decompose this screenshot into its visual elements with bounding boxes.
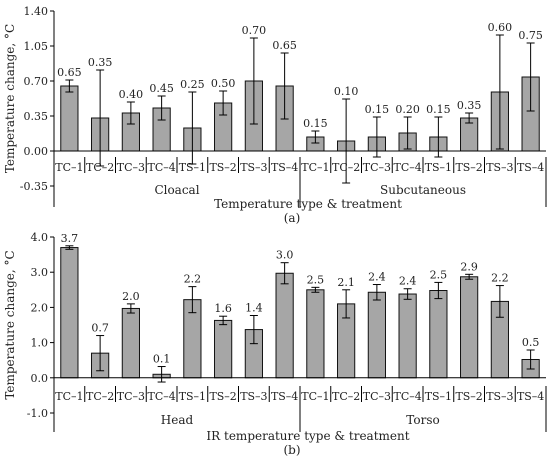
value-label: 0.5	[522, 336, 540, 349]
value-label: 0.40	[119, 88, 144, 101]
value-label: 0.60	[488, 21, 513, 34]
category-label: TC–1	[55, 390, 83, 403]
y-tick-label: 4.0	[31, 231, 49, 244]
value-label: 2.9	[460, 260, 478, 273]
value-label: 3.0	[276, 249, 294, 262]
value-label: 0.15	[426, 103, 451, 116]
value-label: 0.70	[242, 24, 267, 37]
y-tick-label: 0.70	[24, 75, 49, 88]
category-label: TS–2	[209, 161, 236, 174]
category-label: TS–1	[179, 390, 206, 403]
value-label: 0.45	[149, 82, 174, 95]
y-tick-label: 0.00	[24, 145, 49, 158]
category-label: TS–1	[425, 390, 452, 403]
category-label: TC–3	[363, 161, 391, 174]
category-label: TS–1	[425, 161, 452, 174]
value-label: 0.35	[457, 99, 482, 112]
category-label: TS–4	[271, 390, 298, 403]
bar	[460, 276, 479, 379]
value-label: 2.2	[491, 272, 509, 285]
value-label: 2.1	[337, 276, 355, 289]
value-label: 0.65	[57, 66, 82, 79]
bar	[398, 293, 417, 379]
category-label: TC–4	[393, 161, 421, 174]
category-label: TS–3	[486, 390, 513, 403]
group-label: Subcutaneous	[380, 183, 466, 197]
value-label: 1.6	[214, 302, 232, 315]
category-label: TS–3	[240, 161, 267, 174]
category-label: TS–2	[455, 161, 482, 174]
value-label: 0.7	[91, 322, 109, 335]
category-label: TS–1	[179, 161, 206, 174]
category-label: TC–2	[332, 390, 360, 403]
value-label: 2.5	[307, 273, 325, 286]
value-label: 0.65	[272, 39, 297, 52]
panel-b: 4.0 3.0 2.0 1.0 0.0 -1.0 Temperature change, °…	[3, 231, 547, 443]
category-label: TS–3	[240, 390, 267, 403]
value-label: 0.25	[180, 78, 205, 91]
category-label: TC–1	[301, 161, 329, 174]
category-label: TC–3	[363, 390, 391, 403]
bar	[121, 307, 140, 379]
category-label: TC–4	[393, 390, 421, 403]
value-label: 0.15	[365, 103, 390, 116]
value-label: 2.5	[430, 268, 448, 281]
y-tick-label: 2.0	[31, 301, 49, 314]
y-tick-label: -0.35	[20, 180, 48, 193]
x-axis-label: Temperature type & treatment	[214, 197, 402, 211]
bar	[214, 319, 233, 379]
value-label: 3.7	[61, 232, 79, 245]
category-label: TC–3	[117, 390, 145, 403]
y-axis-label: Temperature change, °C	[3, 24, 17, 173]
value-label: 0.20	[395, 103, 420, 116]
bar	[60, 247, 79, 379]
category-label: TC–2	[86, 390, 114, 403]
category-label: TS–2	[209, 390, 236, 403]
category-label: TS–3	[486, 161, 513, 174]
y-tick-label: 0.0	[31, 372, 49, 385]
category-label: TC–1	[55, 161, 83, 174]
value-label: 2.4	[399, 275, 417, 288]
category-label: TC–3	[117, 161, 145, 174]
value-label: 0.75	[518, 29, 543, 42]
y-axis-label: Temperature change, °C	[3, 250, 17, 399]
bar	[429, 290, 448, 379]
category-label: TS–2	[455, 390, 482, 403]
group-label: Head	[161, 413, 194, 427]
value-label: 0.10	[334, 85, 359, 98]
y-tick-label: 1.05	[24, 40, 49, 53]
category-label: TS–4	[517, 390, 544, 403]
group-label: Cloacal	[154, 183, 199, 197]
x-axis-label: IR temperature type & treatment	[206, 429, 409, 443]
value-label: 0.50	[211, 77, 236, 90]
category-label: TC–1	[301, 390, 329, 403]
y-tick-label: 1.0	[31, 337, 49, 350]
y-tick-label: 3.0	[31, 266, 49, 279]
category-label: TC–4	[147, 161, 175, 174]
y-tick-label: 1.40	[24, 5, 49, 18]
category-label: TS–4	[517, 161, 544, 174]
category-label: TC–4	[147, 390, 175, 403]
value-label: 2.0	[122, 290, 140, 303]
bar	[367, 291, 386, 379]
value-label: 0.35	[88, 56, 113, 69]
bar	[60, 85, 79, 152]
value-label: 1.4	[245, 301, 263, 314]
y-tick-label: 0.35	[24, 110, 49, 123]
value-label: 0.1	[153, 353, 171, 366]
category-label: TC–2	[86, 161, 114, 174]
y-tick-label: -1.0	[27, 407, 48, 420]
caption-b: (b)	[283, 443, 300, 457]
value-label: 2.2	[184, 273, 202, 286]
bar	[306, 289, 325, 379]
group-label: Torso	[406, 413, 439, 427]
value-label: 2.4	[368, 271, 386, 284]
category-label: TS–4	[271, 161, 298, 174]
bar	[275, 272, 294, 379]
value-label: 0.15	[303, 117, 328, 130]
caption-a: (a)	[284, 211, 301, 225]
category-label: TC–2	[332, 161, 360, 174]
